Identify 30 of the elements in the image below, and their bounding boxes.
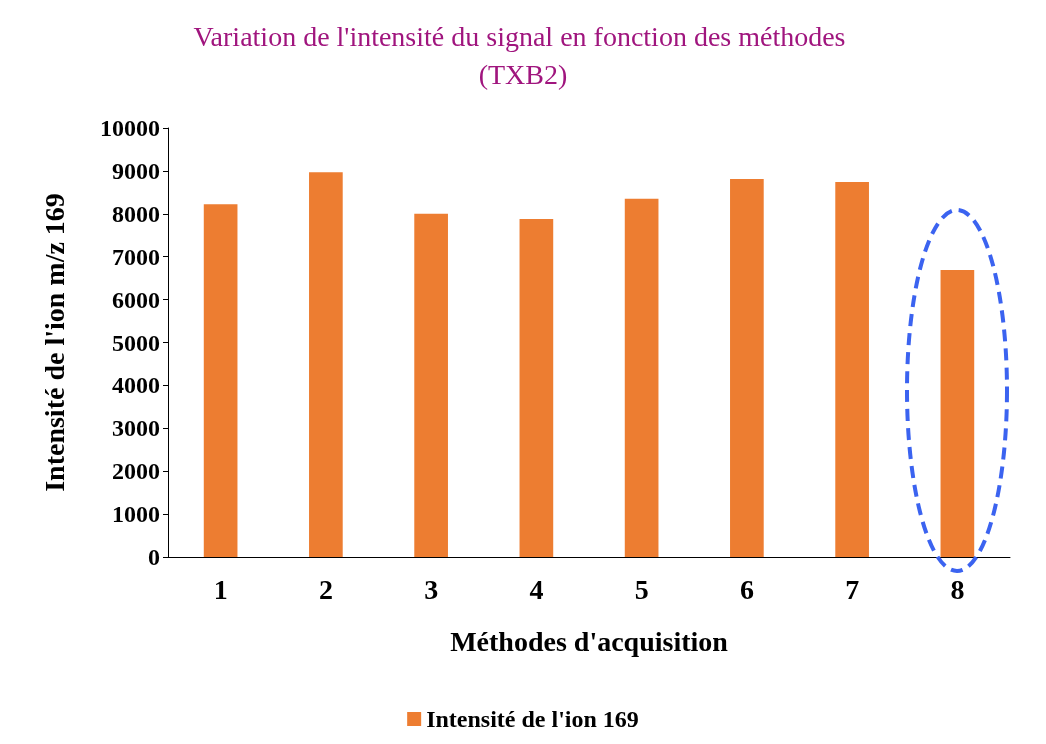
x-tick-label: 5 <box>634 573 649 605</box>
x-tick-label: 6 <box>739 573 754 605</box>
y-tick-label: 1000 <box>112 501 160 528</box>
y-tick-label: 5000 <box>112 329 160 356</box>
bar <box>203 204 238 557</box>
y-tick-label: 8000 <box>112 200 160 227</box>
y-tick-label: 10000 <box>100 115 160 141</box>
bar <box>730 179 764 557</box>
y-tick-label: 7000 <box>112 243 160 270</box>
y-tick-label: 9000 <box>112 157 160 184</box>
y-tick-label: 6000 <box>112 286 160 313</box>
bar <box>519 218 554 557</box>
chart-title: Variation de l'intensité du signal en fonction des méthodes (TXB2) <box>193 20 853 90</box>
y-axis-title: Intensité de l'ion m/z 169 <box>38 193 70 492</box>
bar <box>624 198 659 557</box>
legend-label: Intensité de l'ion 169 <box>426 706 639 732</box>
x-axis-title: Méthodes d'acquisition <box>450 625 729 657</box>
x-tick-label: 1 <box>213 573 228 605</box>
bar <box>309 172 343 557</box>
x-tick-label: 3 <box>424 573 439 605</box>
x-tick-label: 4 <box>529 573 544 605</box>
x-tick-label: 2 <box>318 573 333 605</box>
y-tick-label: 4000 <box>112 372 160 399</box>
x-tick-label: 7 <box>845 573 860 605</box>
x-tick-label: 8 <box>950 573 965 605</box>
y-tick-label: 2000 <box>112 458 160 485</box>
y-tick-label: 0 <box>148 544 160 570</box>
bar <box>414 213 448 557</box>
bar <box>835 182 869 557</box>
y-tick-label: 3000 <box>112 415 160 442</box>
